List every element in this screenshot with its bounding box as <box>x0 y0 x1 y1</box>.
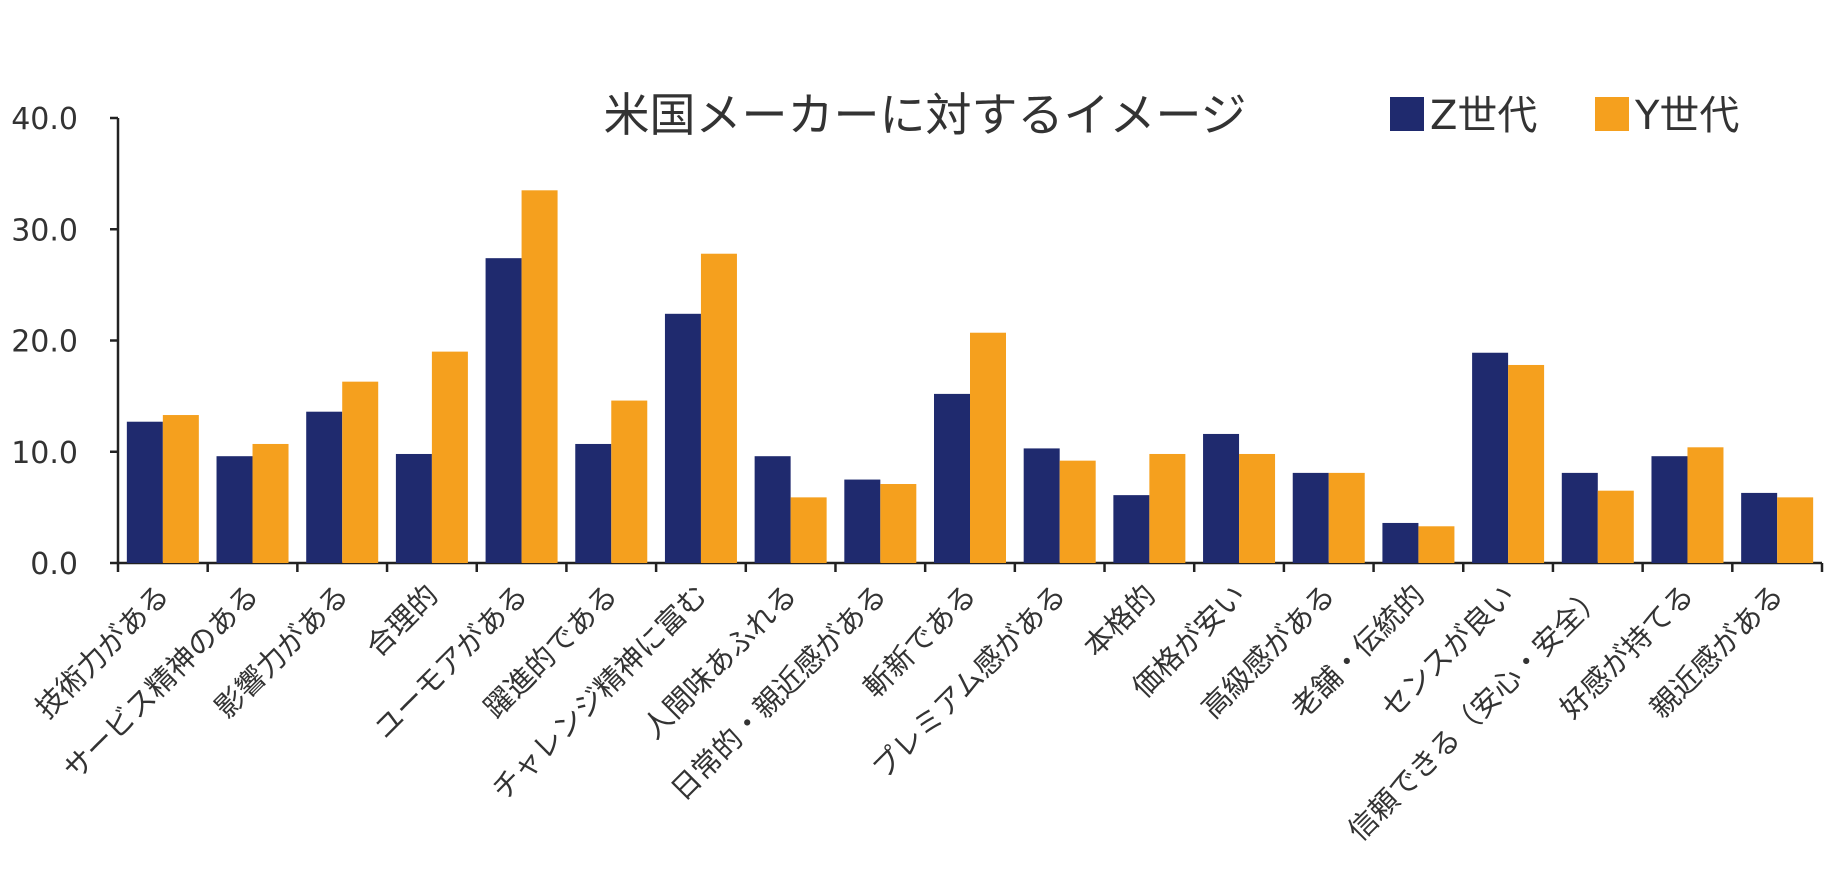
bar-z-16 <box>1561 472 1598 563</box>
bar-z-14 <box>1382 522 1419 563</box>
bar-z-4 <box>485 258 522 563</box>
y-axis: 0.0 10.0 20.0 30.0 40.0 <box>11 102 120 582</box>
bar-z-9 <box>934 393 970 563</box>
y-tick-label: 10.0 <box>11 436 78 471</box>
x-category-label: ユーモアがある <box>367 578 535 746</box>
chart-title: 米国メーカーに対するイメージ <box>603 88 1246 142</box>
legend-swatch <box>1595 97 1629 131</box>
bar-y-1 <box>252 443 289 563</box>
bar-y-7 <box>790 497 827 563</box>
bar-y-16 <box>1597 490 1634 563</box>
bar-y-6 <box>700 253 737 563</box>
bar-z-2 <box>306 411 343 563</box>
x-category-label: 合理的 <box>359 578 445 664</box>
bar-y-10 <box>1059 460 1096 563</box>
bar-y-11 <box>1149 453 1186 563</box>
bar-z-1 <box>216 456 253 563</box>
bar-y-14 <box>1418 526 1455 563</box>
legend-swatch <box>1390 97 1424 131</box>
y-tick-label: 40.0 <box>11 102 78 137</box>
bar-y-2 <box>342 381 379 563</box>
bar-z-3 <box>395 453 432 563</box>
bar-y-8 <box>880 484 917 563</box>
bar-z-0 <box>126 421 163 563</box>
bar-y-5 <box>611 400 648 563</box>
y-tick-label: 30.0 <box>11 213 78 248</box>
legend-label: Z世代 <box>1430 93 1537 139</box>
bar-z-10 <box>1023 448 1060 563</box>
bar-y-18 <box>1777 497 1814 563</box>
bar-z-11 <box>1113 495 1150 563</box>
bar-y-13 <box>1328 472 1365 563</box>
bar-y-17 <box>1687 447 1724 563</box>
bar-z-8 <box>844 479 881 563</box>
bar-z-6 <box>664 313 701 563</box>
bar-z-5 <box>575 443 612 563</box>
bar-y-3 <box>431 351 468 563</box>
x-category-label: 人間味あふれる <box>636 578 804 746</box>
y-tick-label: 0.0 <box>30 547 78 582</box>
y-tick-label: 20.0 <box>11 325 78 360</box>
legend-label: Y世代 <box>1634 93 1739 139</box>
bar-y-0 <box>162 415 199 563</box>
x-category-label: 本格的 <box>1077 578 1163 664</box>
bar-y-12 <box>1239 453 1276 563</box>
bar-z-13 <box>1292 472 1329 563</box>
bar-y-15 <box>1508 364 1545 563</box>
bars <box>126 190 1814 563</box>
bar-z-17 <box>1651 456 1688 563</box>
bar-y-4 <box>521 190 558 563</box>
bar-z-15 <box>1472 352 1509 563</box>
bar-z-7 <box>754 456 791 563</box>
bar-z-12 <box>1203 433 1240 563</box>
bar-z-18 <box>1741 492 1778 563</box>
legend: Z世代 Y世代 <box>1390 93 1739 139</box>
bar-y-9 <box>970 332 1006 563</box>
